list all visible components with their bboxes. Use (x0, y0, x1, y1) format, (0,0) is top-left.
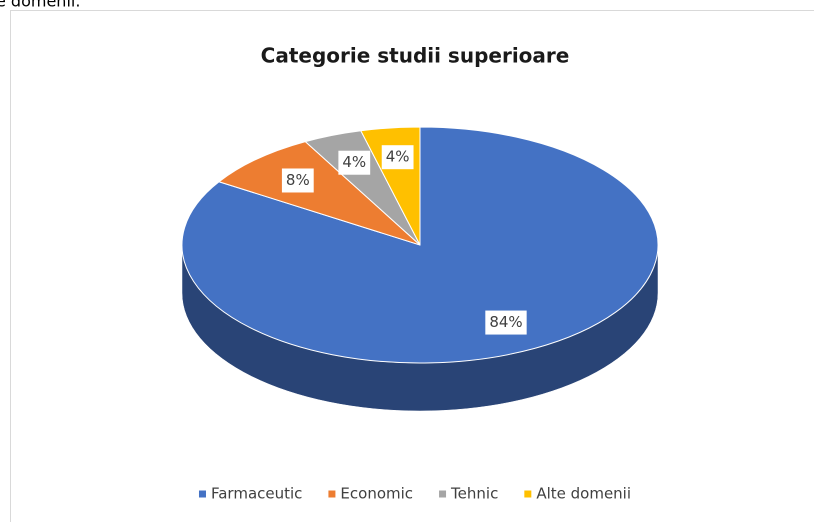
data-label: 8% (286, 171, 310, 189)
data-label: 4% (386, 148, 410, 166)
data-label-group: 84% (485, 310, 527, 335)
legend-label: Alte domenii (536, 485, 631, 503)
legend-item: Farmaceutic (198, 485, 302, 503)
pie-slice (217, 141, 421, 246)
legend-marker (524, 490, 532, 498)
data-label-group: 8% (281, 168, 314, 193)
data-label-box (281, 168, 314, 193)
chart-title: Categorie studii superioare (261, 44, 570, 68)
legend-marker (198, 490, 206, 498)
legend-marker (328, 490, 336, 498)
legend-label: Tehnic (450, 485, 498, 503)
data-label-box (485, 310, 527, 335)
data-label-group: 4% (381, 145, 414, 170)
data-label: 4% (342, 153, 366, 171)
page-text: e domenii. (0, 0, 80, 11)
legend-label: Farmaceutic (211, 485, 302, 503)
legend-label: Economic (340, 485, 413, 503)
legend-item: Alte domenii (524, 485, 631, 503)
legend-item: Economic (328, 485, 413, 503)
data-label: 84% (489, 313, 522, 331)
legend-item: Tehnic (439, 485, 498, 503)
data-label-box (381, 145, 414, 170)
data-label-box (338, 150, 371, 175)
data-label-group: 4% (338, 150, 371, 175)
legend-marker (439, 490, 447, 498)
